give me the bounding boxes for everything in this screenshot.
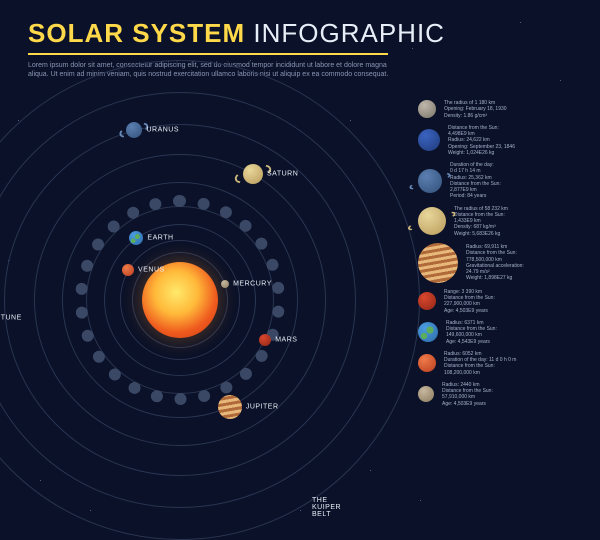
planet-label: EARTH — [147, 234, 173, 241]
venus-info: Radius: 6052 kmDuration of the day: 11 d… — [418, 351, 586, 376]
planet-mercury: MERCURY — [221, 280, 229, 288]
planet-label: JUPITER — [246, 403, 279, 410]
header: SOLAR SYSTEM INFOGRAPHIC Lorem ipsum dol… — [0, 0, 600, 79]
planet-info-sidebar: The radius of 1 180 kmOpening: February … — [418, 100, 586, 407]
planet-mars: MARS — [259, 334, 271, 346]
planet-label: MARS — [275, 336, 297, 343]
planet-icon — [418, 386, 434, 402]
page-title: SOLAR SYSTEM INFOGRAPHIC — [28, 18, 600, 49]
planet-earth: EARTH — [129, 231, 143, 245]
planet-info-text: Range: 3 390 kmDistance from the Sun:227… — [444, 289, 495, 314]
planet-icon — [418, 207, 446, 235]
planet-saturn: SATURN — [243, 164, 263, 184]
planet-icon — [418, 354, 436, 372]
planet-info-text: Radius: 69,911 kmDistance from the Sun:7… — [466, 244, 524, 282]
title-part-1: SOLAR SYSTEM — [28, 18, 245, 48]
planet-body — [218, 395, 242, 419]
planet-info-text: Duration of the day:0 d 17 h 14 mRadius:… — [450, 162, 501, 200]
title-rule — [28, 53, 388, 55]
planet-venus: VENUS — [122, 264, 134, 276]
planet-body — [129, 231, 143, 245]
planet-body — [259, 334, 271, 346]
planet-info-text: The radius of 1 180 kmOpening: February … — [444, 100, 507, 119]
planet-body — [122, 264, 134, 276]
planet-jupiter: JUPITER — [218, 395, 242, 419]
planet-icon — [418, 322, 438, 342]
earth-info: Radius: 6371 kmDistance from the Sun:149… — [418, 320, 586, 345]
planet-icon — [418, 129, 440, 151]
planet-uranus: URANUS — [126, 122, 142, 138]
planet-info-text: Radius: 6371 kmDistance from the Sun:149… — [446, 320, 497, 345]
jupiter-info: Radius: 69,911 kmDistance from the Sun:7… — [418, 243, 586, 283]
planet-icon — [418, 292, 436, 310]
planet-icon — [418, 100, 436, 118]
mercury-info: Radius: 2440 kmDistance from the Sun:57,… — [418, 382, 586, 407]
planet-label: URANUS — [146, 127, 179, 134]
planet-label: VENUS — [138, 267, 165, 274]
planet-info-text: Distance from the Sun:4,498E9 kmRadius: … — [448, 125, 515, 156]
planet-icon — [418, 169, 442, 193]
title-part-2: INFOGRAPHIC — [253, 18, 445, 48]
planet-label: NEPTUNE — [0, 315, 22, 322]
kuiper-belt-label: THE KUIPER BELT — [312, 497, 341, 518]
planet-body — [126, 122, 142, 138]
planet-body — [243, 164, 263, 184]
planet-icon — [418, 243, 458, 283]
planet-label: SATURN — [267, 170, 298, 177]
mars-info: Range: 3 390 kmDistance from the Sun:227… — [418, 289, 586, 314]
planet-body — [221, 280, 229, 288]
saturn-info: The radius of 58 232 kmDistance from the… — [418, 206, 586, 237]
planet-info-text: Radius: 6052 kmDuration of the day: 11 d… — [444, 351, 516, 376]
planet-info-text: Radius: 2440 kmDistance from the Sun:57,… — [442, 382, 493, 407]
planet-info-text: The radius of 58 232 kmDistance from the… — [454, 206, 508, 237]
planet-label: MERCURY — [233, 280, 272, 287]
neptune-info: Distance from the Sun:4,498E9 kmRadius: … — [418, 125, 586, 156]
pluto-info: The radius of 1 180 kmOpening: February … — [418, 100, 586, 119]
uranus-info: Duration of the day:0 d 17 h 14 mRadius:… — [418, 162, 586, 200]
